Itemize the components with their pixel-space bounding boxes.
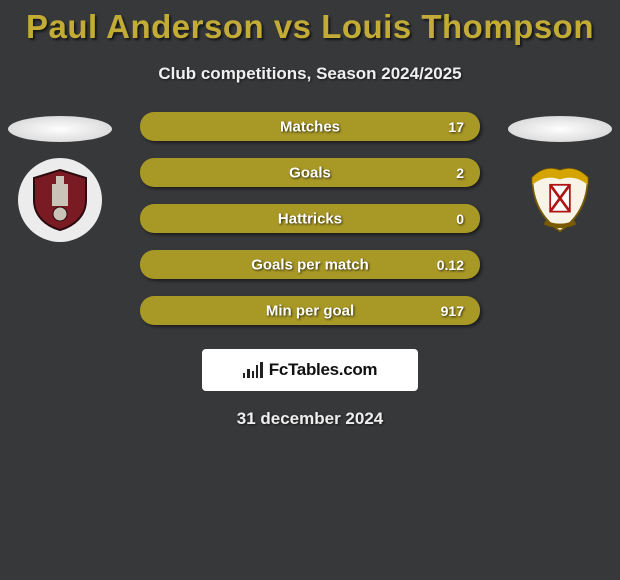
stat-label: Min per goal — [266, 302, 354, 319]
stat-label: Goals per match — [251, 256, 369, 273]
stat-value-right: 0.12 — [437, 257, 464, 273]
photo-placeholder-ellipse — [8, 116, 112, 142]
right-player-column — [500, 112, 620, 242]
stat-bar: Goals per match 0.12 — [140, 250, 480, 279]
branding-badge: FcTables.com — [202, 349, 418, 391]
crest-icon — [518, 153, 602, 247]
stats-bars: Matches 17 Goals 2 Hattricks 0 Goals per… — [140, 112, 480, 325]
left-player-column — [0, 112, 120, 242]
comparison-panel: Matches 17 Goals 2 Hattricks 0 Goals per… — [0, 112, 620, 325]
page-title: Paul Anderson vs Louis Thompson — [0, 0, 620, 46]
stat-label: Matches — [280, 118, 340, 135]
stat-label: Goals — [289, 164, 331, 181]
photo-placeholder-ellipse — [508, 116, 612, 142]
stat-bar: Min per goal 917 — [140, 296, 480, 325]
stat-bar: Hattricks 0 — [140, 204, 480, 233]
stat-bar: Goals 2 — [140, 158, 480, 187]
stat-value-right: 17 — [448, 119, 464, 135]
shield-icon — [26, 166, 94, 234]
left-club-crest — [18, 158, 102, 242]
right-club-crest — [518, 158, 602, 242]
date-text: 31 december 2024 — [0, 409, 620, 429]
stat-bar: Matches 17 — [140, 112, 480, 141]
subtitle: Club competitions, Season 2024/2025 — [0, 64, 620, 84]
stat-label: Hattricks — [278, 210, 342, 227]
bar-chart-icon — [243, 362, 263, 378]
stat-value-right: 917 — [441, 303, 464, 319]
branding-text: FcTables.com — [269, 360, 378, 380]
stat-value-right: 0 — [456, 211, 464, 227]
stat-value-right: 2 — [456, 165, 464, 181]
